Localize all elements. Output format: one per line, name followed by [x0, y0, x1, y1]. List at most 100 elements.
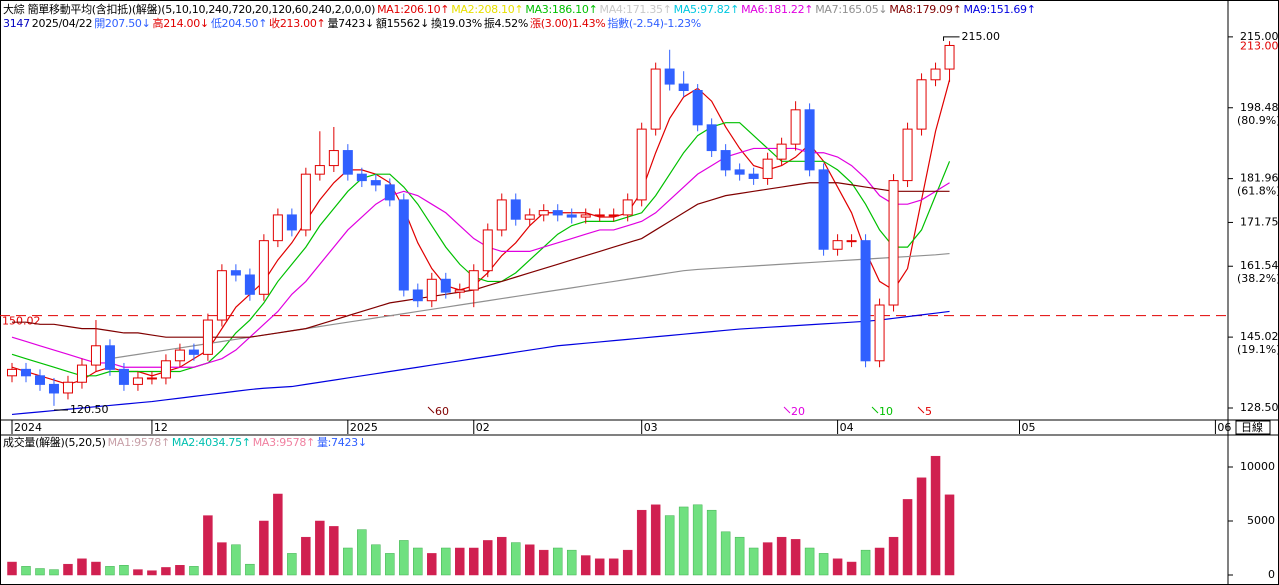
- x-tick-label: 2025: [350, 421, 378, 434]
- volume-bar: [748, 547, 759, 576]
- header-item: 成交量(解盤)(5,20,5): [3, 436, 106, 449]
- header-item: 漲(3.00)1.43%: [530, 17, 606, 30]
- candle-body: [244, 274, 255, 295]
- ma-marker-arrow: [427, 406, 435, 414]
- candle-body: [34, 375, 45, 385]
- candle-body: [6, 368, 17, 377]
- volume-bar: [497, 536, 507, 576]
- header-item: 額15562↓: [375, 17, 429, 30]
- volume-bar: [734, 536, 745, 576]
- candle-body: [272, 214, 283, 242]
- volume-bar: [846, 561, 857, 576]
- candle-body: [328, 150, 339, 167]
- ma-marker-arrow: [917, 406, 925, 414]
- candle-body: [832, 240, 843, 250]
- candle-body: [174, 349, 185, 362]
- candle-body: [398, 199, 409, 291]
- volume-bar: [860, 549, 871, 576]
- volume-bar: [357, 529, 367, 576]
- candle-body: [188, 349, 199, 355]
- ma-marker-label: 20: [791, 405, 805, 418]
- candle-body: [608, 214, 619, 217]
- candle-body: [356, 173, 367, 182]
- candle-body: [160, 360, 171, 379]
- y-tick-label: 0: [1268, 568, 1275, 581]
- volume-bar: [916, 477, 927, 576]
- volume-bar: [287, 553, 297, 576]
- candle-body: [538, 210, 549, 216]
- ma-marker-label: 10: [879, 405, 893, 418]
- volume-bar: [385, 553, 395, 576]
- y-tick-label: 10000: [1240, 460, 1275, 473]
- header-item: MA3:9578↑: [252, 436, 316, 449]
- volume-bar: [902, 499, 913, 576]
- candle-body: [286, 214, 297, 231]
- y-tick-label: 198.48: [1240, 101, 1279, 114]
- candle-body: [678, 83, 689, 92]
- y-tick-label: 145.02: [1240, 330, 1279, 343]
- header-item: 開207.50↓: [94, 17, 151, 30]
- volume-bar: [399, 540, 409, 576]
- candle-body: [916, 79, 927, 130]
- candle-body: [818, 169, 829, 250]
- candle-body: [636, 128, 647, 201]
- header-item: 收213.00↑: [269, 17, 326, 30]
- volume-bar: [203, 515, 213, 576]
- header-item: MA8:179.09↑: [889, 3, 962, 16]
- volume-header: 成交量(解盤)(5,20,5) MA1:9578↑ MA2:4034.75↑ MA3:…: [3, 436, 369, 450]
- volume-bar: [469, 547, 479, 576]
- volume-bar: [790, 539, 801, 576]
- candle-body: [62, 381, 73, 394]
- candle-body: [664, 68, 675, 85]
- candle-body: [300, 173, 311, 231]
- candle-body: [146, 377, 157, 380]
- header-item: 低204.50↑: [210, 17, 268, 30]
- candle-body: [762, 158, 773, 179]
- candle-body: [132, 377, 143, 385]
- candle-body: [216, 270, 227, 321]
- candle-body: [482, 229, 493, 272]
- header-item: MA1:9578↑: [107, 436, 171, 449]
- candle-body: [594, 214, 605, 217]
- ma-marker-label: 5: [925, 405, 932, 418]
- volume-bar: [664, 515, 675, 576]
- candle-body: [552, 210, 563, 216]
- y-tick-label: 128.50: [1240, 401, 1279, 414]
- volume-bar: [147, 570, 157, 576]
- volume-bar: [483, 540, 493, 576]
- header-item: MA4:171.35↑: [599, 3, 672, 16]
- x-tick-label: 02: [476, 421, 490, 434]
- candle-body: [258, 240, 269, 295]
- candle-body: [650, 68, 661, 130]
- volume-bar: [259, 520, 269, 576]
- x-tick-label: 03: [644, 421, 658, 434]
- volume-bar: [427, 553, 437, 576]
- candle-body: [440, 278, 451, 293]
- y-tick-label: 181.96: [1240, 172, 1279, 185]
- volume-bar: [580, 555, 591, 576]
- candle-body: [76, 364, 87, 383]
- y-tick-label: 161.54: [1240, 259, 1279, 272]
- volume-bar: [49, 569, 59, 576]
- fib-label: (80.9%): [1237, 114, 1279, 127]
- candle-body: [20, 368, 31, 377]
- volume-bar: [273, 493, 283, 576]
- period-box: [1235, 420, 1271, 435]
- volume-bar: [804, 547, 815, 576]
- x-tick-label: 2024: [14, 421, 42, 434]
- volume-bar: [510, 542, 521, 576]
- candle-body: [902, 128, 913, 182]
- fib-label: (38.2%): [1237, 272, 1279, 285]
- y-tick-label: 171.75: [1240, 215, 1279, 228]
- volume-bar: [944, 494, 955, 576]
- volume-bar: [217, 542, 227, 576]
- volume-bar: [301, 536, 311, 576]
- volume-bar: [538, 549, 549, 576]
- last-price-label: 213.00: [1240, 39, 1279, 52]
- volume-bar: [315, 520, 325, 576]
- header-item: MA5:97.82↑: [673, 3, 740, 16]
- fib-label: (19.1%): [1237, 343, 1279, 356]
- candle-body: [342, 150, 353, 175]
- candle-body: [692, 90, 703, 126]
- header-item: MA6:181.22↑: [741, 3, 814, 16]
